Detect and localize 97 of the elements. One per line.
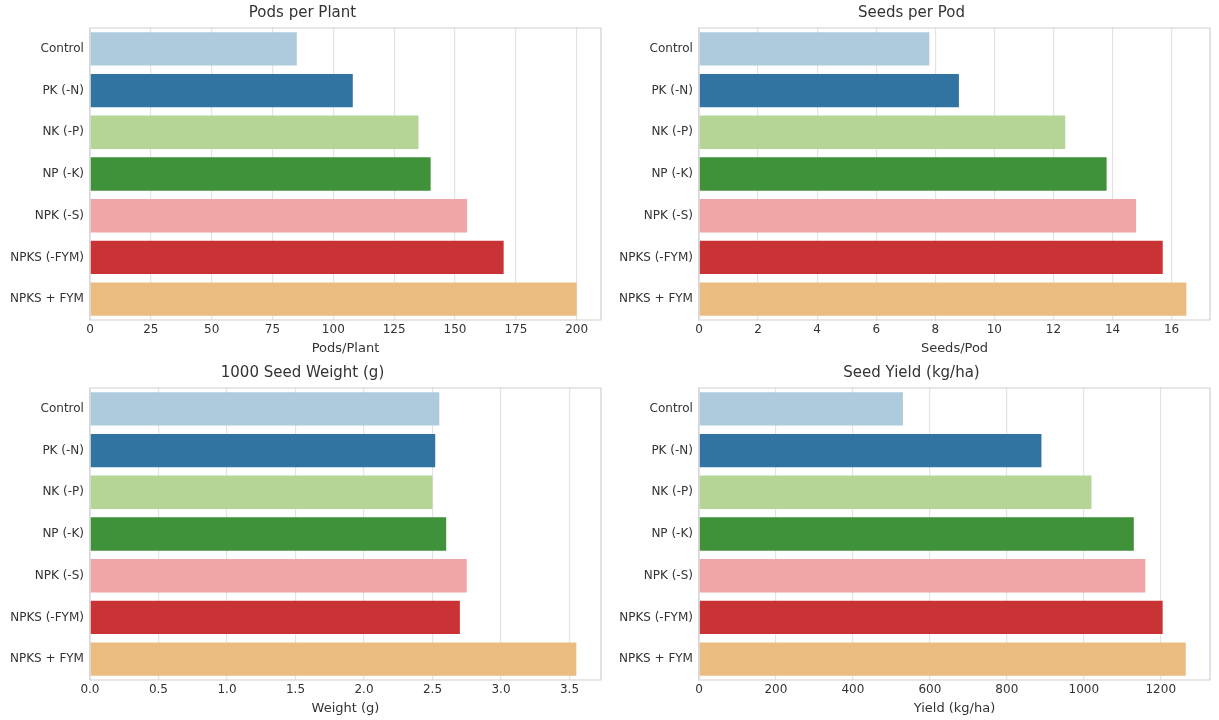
bar: [699, 475, 1092, 509]
y-tick-label: NP (-K): [651, 526, 693, 541]
x-tick-label: 14: [1104, 322, 1121, 337]
x-axis-title: Pods/Plant: [311, 339, 380, 355]
y-tick-label: NPK (-S): [643, 207, 693, 222]
y-tick-label: NPKS + FYM: [619, 651, 693, 666]
y-tick-label: NPKS (-FYM): [10, 249, 84, 264]
bar: [699, 199, 1137, 233]
bar: [90, 199, 468, 233]
chart-title: Seeds per Pod: [858, 2, 965, 21]
y-tick-label: Control: [40, 400, 84, 415]
y-tick-label: Control: [40, 40, 84, 55]
x-tick-label: 3.5: [559, 682, 580, 697]
x-tick-label: 1.5: [285, 682, 306, 697]
bar: [699, 157, 1107, 191]
bar: [699, 600, 1163, 635]
bar: [699, 32, 930, 66]
bar: [699, 392, 903, 426]
bar: [90, 32, 297, 66]
y-tick-label: PK (-N): [651, 82, 693, 97]
x-tick-label: 50: [204, 322, 220, 337]
chart-title: Seed Yield (kg/ha): [843, 362, 980, 381]
x-tick-label: 100: [321, 322, 345, 337]
bar: [90, 475, 433, 509]
x-tick-label: 1200: [1145, 682, 1177, 697]
x-tick-label: 6: [872, 322, 881, 337]
bar: [90, 433, 436, 468]
chart-title: Pods per Plant: [248, 2, 357, 21]
x-tick-label: 400: [841, 682, 865, 697]
x-tick-label: 10: [986, 322, 1002, 337]
x-tick-label: 175: [504, 322, 528, 337]
bar: [699, 517, 1134, 551]
y-tick-label: NP (-K): [42, 526, 84, 541]
bar: [90, 517, 447, 551]
y-tick-label: NP (-K): [651, 166, 693, 181]
y-tick-label: Control: [649, 40, 693, 55]
x-axis-title: Yield (kg/ha): [912, 699, 996, 715]
x-tick-label: 75: [264, 322, 281, 337]
x-axis-title: Seeds/Pod: [920, 339, 989, 355]
x-tick-label: 2: [754, 322, 762, 337]
x-tick-label: 1.0: [217, 682, 237, 697]
bar: [90, 73, 353, 108]
y-tick-label: NP (-K): [42, 166, 84, 181]
y-tick-label: NPK (-S): [34, 567, 84, 582]
y-tick-label: Control: [649, 400, 693, 415]
bar: [90, 559, 467, 593]
y-tick-label: PK (-N): [42, 442, 84, 457]
y-tick-label: NPKS (-FYM): [10, 609, 84, 624]
y-tick-label: NK (-P): [42, 484, 84, 499]
x-tick-label: 200: [565, 322, 589, 337]
y-tick-label: PK (-N): [651, 442, 693, 457]
bar: [90, 115, 419, 149]
bar: [90, 392, 440, 426]
bar: [90, 282, 577, 316]
y-tick-label: PK (-N): [42, 82, 84, 97]
x-tick-label: 8: [931, 322, 940, 337]
x-tick-label: 3.0: [491, 682, 511, 697]
bar: [90, 600, 460, 635]
y-tick-label: NPKS (-FYM): [619, 609, 693, 624]
chart-title: 1000 Seed Weight (g): [220, 362, 385, 381]
x-tick-label: 16: [1163, 322, 1180, 337]
bar: [699, 240, 1163, 275]
x-tick-label: 0: [86, 322, 94, 337]
x-tick-label: 2.5: [422, 682, 443, 697]
x-tick-label: 25: [143, 322, 159, 337]
bar: [90, 240, 504, 275]
x-tick-label: 0.0: [80, 682, 100, 697]
y-tick-label: NK (-P): [651, 484, 693, 499]
x-tick-label: 0: [695, 682, 703, 697]
x-axis-title: Weight (g): [311, 699, 380, 715]
bar: [699, 73, 959, 108]
x-tick-label: 800: [995, 682, 1019, 697]
bar: [699, 642, 1186, 676]
x-tick-label: 200: [764, 682, 788, 697]
y-tick-label: NPKS + FYM: [10, 651, 84, 666]
x-tick-label: 12: [1045, 322, 1062, 337]
bar: [90, 642, 577, 676]
x-tick-label: 0.5: [148, 682, 169, 697]
bar: [699, 282, 1187, 316]
y-tick-label: NPK (-S): [34, 207, 84, 222]
x-tick-label: 150: [443, 322, 467, 337]
bar: [699, 433, 1042, 468]
x-tick-label: 0: [695, 322, 703, 337]
bar: [90, 157, 431, 191]
x-tick-label: 1000: [1068, 682, 1100, 697]
y-tick-label: NPKS + FYM: [619, 291, 693, 306]
bar: [699, 559, 1146, 593]
y-tick-label: NPKS (-FYM): [619, 249, 693, 264]
y-tick-label: NK (-P): [42, 124, 84, 139]
y-tick-label: NK (-P): [651, 124, 693, 139]
y-tick-label: NPK (-S): [643, 567, 693, 582]
x-tick-label: 125: [382, 322, 406, 337]
x-tick-label: 4: [813, 322, 821, 337]
bar: [699, 115, 1066, 149]
x-tick-label: 2.0: [354, 682, 374, 697]
x-tick-label: 600: [918, 682, 942, 697]
y-tick-label: NPKS + FYM: [10, 291, 84, 306]
